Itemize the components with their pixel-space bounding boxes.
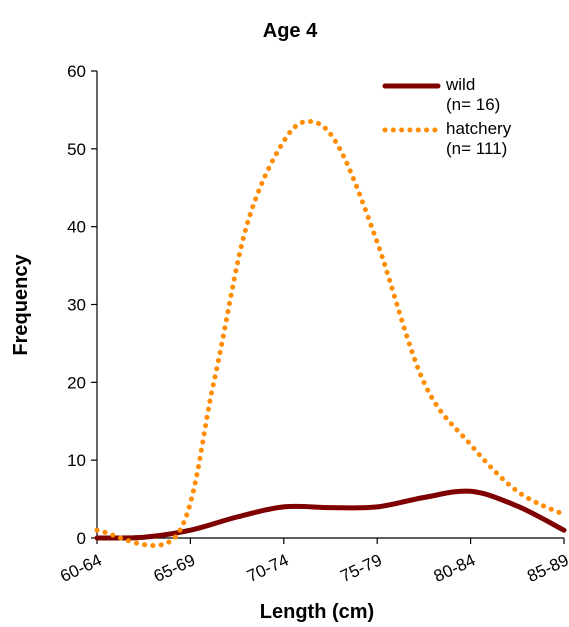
y-tick-label: 20 — [67, 373, 86, 392]
y-tick-label: 40 — [67, 218, 86, 237]
legend-label-wild: (n= 16) — [446, 95, 500, 114]
x-tick-label: 85-89 — [524, 550, 569, 586]
legend: wild(n= 16) hatchery(n= 111) — [382, 75, 512, 158]
x-tick-label: 60-64 — [57, 550, 104, 586]
x-tick-label: 75-79 — [337, 550, 384, 586]
legend-label-wild: wild — [445, 75, 475, 94]
series-layer — [94, 118, 567, 549]
y-tick-label: 30 — [67, 296, 86, 315]
series-line-wild — [94, 488, 567, 541]
chart-title: Age 4 — [263, 20, 318, 42]
legend-label-hatchery: (n= 111) — [446, 139, 507, 158]
series-line-hatchery — [94, 118, 567, 549]
x-axis-title: Length (cm) — [260, 601, 374, 623]
x-tick-label: 65-69 — [151, 550, 198, 586]
x-tick-label: 70-74 — [244, 550, 291, 586]
legend-label-hatchery: hatchery — [446, 119, 512, 138]
y-axis-title: Frequency — [10, 254, 32, 356]
y-tick-label: 50 — [67, 140, 86, 159]
y-tick-label: 0 — [77, 529, 86, 548]
y-tick-label: 10 — [67, 451, 86, 470]
x-tick-label: 80-84 — [431, 550, 478, 586]
y-tick-label: 60 — [67, 62, 86, 81]
